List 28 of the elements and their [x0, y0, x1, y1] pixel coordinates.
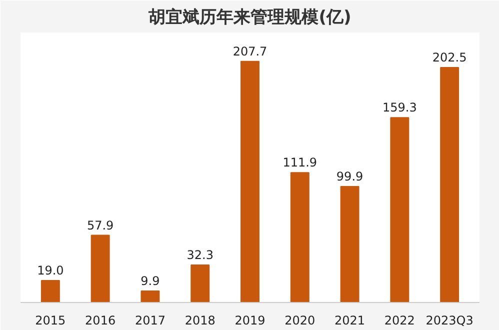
bar	[240, 60, 260, 302]
bar	[190, 264, 210, 302]
x-tick-label: 2021	[334, 314, 366, 328]
x-tick-label: 2015	[35, 314, 66, 328]
data-label: 19.0	[37, 263, 64, 278]
bar	[90, 234, 110, 302]
x-tick-label: 2018	[184, 314, 216, 328]
data-label: 207.7	[232, 44, 268, 58]
x-tick-label: 2020	[284, 314, 316, 328]
data-label: 202.5	[432, 50, 467, 64]
x-tick-label: 2017	[134, 314, 166, 328]
x-tick-label: 2023Q3	[426, 314, 474, 328]
bar	[390, 117, 410, 302]
x-tick-label: 2019	[234, 314, 266, 328]
bar	[40, 280, 60, 302]
data-label: 99.9	[336, 170, 364, 184]
x-tick-label: 2016	[85, 314, 116, 328]
bar	[290, 172, 310, 302]
data-label: 111.9	[282, 156, 318, 170]
bar	[440, 66, 460, 302]
data-label: 57.9	[86, 218, 114, 232]
data-label: 32.3	[186, 248, 214, 262]
bar	[340, 186, 360, 302]
bar	[140, 290, 160, 302]
data-label: 9.9	[140, 274, 160, 288]
x-tick-label: 2022	[384, 314, 415, 328]
data-label: 159.3	[382, 100, 417, 115]
chart-title: 胡宜斌历年来管理规模(亿)	[148, 8, 352, 28]
